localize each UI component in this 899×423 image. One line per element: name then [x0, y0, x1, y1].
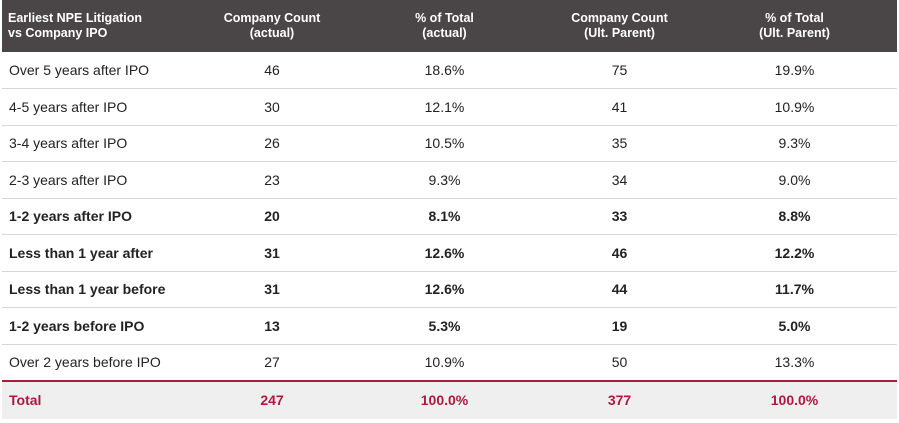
cell-pct-parent: 11.7%: [692, 271, 897, 308]
cell-pct-parent: 9.3%: [692, 125, 897, 162]
header-row: Earliest NPE Litigation vs Company IPO Co…: [2, 0, 897, 52]
cell-count-parent: 33: [547, 198, 692, 235]
cell-count-actual: 26: [202, 125, 342, 162]
row-label: 2-3 years after IPO: [2, 161, 202, 199]
header-timing: Earliest NPE Litigation vs Company IPO: [2, 0, 202, 52]
cell-count-actual: 23: [202, 161, 342, 199]
cell-pct-parent: 13.3%: [692, 344, 897, 381]
header-line: % of Total: [765, 11, 824, 25]
total-pct-parent: 100.0%: [692, 379, 897, 419]
header-line: (actual): [249, 26, 295, 40]
header-line: Company Count: [223, 11, 321, 25]
header-line: (actual): [422, 26, 467, 40]
row-label: 1-2 years before IPO: [2, 307, 202, 345]
cell-count-parent: 75: [547, 52, 692, 89]
table-row: 3-4 years after IPO 26 10.5% 35 9.3%: [2, 125, 897, 162]
cell-pct-parent: 5.0%: [692, 307, 897, 345]
row-label: 1-2 years after IPO: [2, 198, 202, 235]
table-row: 4-5 years after IPO 30 12.1% 41 10.9%: [2, 88, 897, 126]
total-count-parent: 377: [547, 379, 692, 419]
header-line: Earliest NPE Litigation: [8, 11, 143, 25]
cell-count-actual: 27: [202, 344, 342, 381]
row-label: Over 5 years after IPO: [2, 52, 202, 89]
table-row: Over 5 years after IPO 46 18.6% 75 19.9%: [2, 52, 897, 89]
table-row: Over 2 years before IPO 27 10.9% 50 13.3%: [2, 344, 897, 381]
table-row: 1-2 years before IPO 13 5.3% 19 5.0%: [2, 307, 897, 345]
header-pct-actual: % of Total (actual): [342, 0, 547, 52]
cell-count-actual: 30: [202, 88, 342, 126]
cell-pct-actual: 12.6%: [342, 271, 547, 308]
cell-count-parent: 46: [547, 234, 692, 272]
total-count-actual: 247: [202, 379, 342, 419]
cell-pct-parent: 8.8%: [692, 198, 897, 235]
header-line: (Ult. Parent): [584, 26, 655, 40]
header-count-parent: Company Count (Ult. Parent): [547, 0, 692, 52]
table-row: Less than 1 year after 31 12.6% 46 12.2%: [2, 234, 897, 272]
total-row: Total 247 100.0% 377 100.0%: [2, 379, 897, 419]
cell-pct-actual: 10.5%: [342, 125, 547, 162]
row-label: Less than 1 year after: [2, 234, 202, 272]
cell-pct-actual: 10.9%: [342, 344, 547, 381]
row-label: Less than 1 year before: [2, 271, 202, 308]
cell-count-parent: 41: [547, 88, 692, 126]
total-label: Total: [2, 379, 202, 419]
row-label: Over 2 years before IPO: [2, 344, 202, 381]
table-row: 1-2 years after IPO 20 8.1% 33 8.8%: [2, 198, 897, 235]
cell-count-parent: 35: [547, 125, 692, 162]
header-pct-parent: % of Total (Ult. Parent): [692, 0, 897, 52]
cell-pct-actual: 12.6%: [342, 234, 547, 272]
cell-count-parent: 34: [547, 161, 692, 199]
cell-pct-parent: 10.9%: [692, 88, 897, 126]
cell-pct-parent: 19.9%: [692, 52, 897, 89]
table-row: 2-3 years after IPO 23 9.3% 34 9.0%: [2, 161, 897, 199]
cell-pct-actual: 12.1%: [342, 88, 547, 126]
cell-pct-actual: 5.3%: [342, 307, 547, 345]
cell-pct-parent: 12.2%: [692, 234, 897, 272]
header-line: vs Company IPO: [8, 26, 108, 40]
row-label: 3-4 years after IPO: [2, 125, 202, 162]
cell-count-actual: 20: [202, 198, 342, 235]
cell-count-actual: 46: [202, 52, 342, 89]
cell-pct-parent: 9.0%: [692, 161, 897, 199]
cell-count-actual: 31: [202, 271, 342, 308]
header-count-actual: Company Count (actual): [202, 0, 342, 52]
cell-count-parent: 44: [547, 271, 692, 308]
table-body: Over 5 years after IPO 46 18.6% 75 19.9% 4-5 …: [2, 52, 897, 419]
cell-count-actual: 31: [202, 234, 342, 272]
cell-count-parent: 19: [547, 307, 692, 345]
cell-pct-actual: 9.3%: [342, 161, 547, 199]
table-row: Less than 1 year before 31 12.6% 44 11.7%: [2, 271, 897, 308]
header-line: (Ult. Parent): [759, 26, 830, 40]
cell-count-actual: 13: [202, 307, 342, 345]
cell-pct-actual: 8.1%: [342, 198, 547, 235]
cell-count-parent: 50: [547, 344, 692, 381]
header-line: % of Total: [415, 11, 474, 25]
row-label: 4-5 years after IPO: [2, 88, 202, 126]
total-pct-actual: 100.0%: [342, 379, 547, 419]
header-line: Company Count: [571, 11, 668, 25]
table-header: Earliest NPE Litigation vs Company IPO Co…: [2, 0, 897, 52]
cell-pct-actual: 18.6%: [342, 52, 547, 89]
